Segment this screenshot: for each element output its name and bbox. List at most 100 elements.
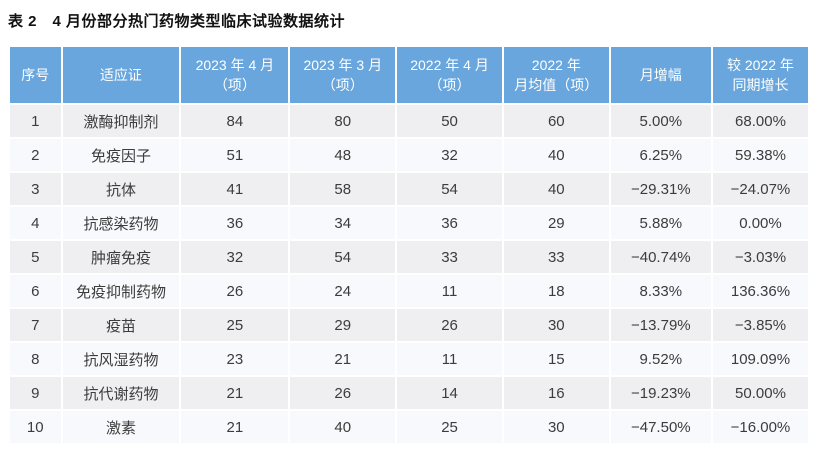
- table-cell: 抗感染药物: [62, 207, 180, 239]
- table-cell: −40.74%: [610, 241, 711, 273]
- column-header-2: 2023 年 4 月 （项）: [181, 47, 289, 103]
- table-cell: 26: [397, 309, 502, 341]
- table-cell: 50.00%: [712, 377, 808, 409]
- table-cell: 0.00%: [712, 207, 808, 239]
- column-header-1: 适应证: [62, 47, 180, 103]
- table-cell: −3.85%: [712, 309, 808, 341]
- table-cell: 51: [181, 139, 289, 171]
- table-cell: 21: [181, 411, 289, 443]
- table-cell: 11: [397, 275, 502, 307]
- table-cell: 54: [397, 173, 502, 205]
- table-cell: 抗风湿药物: [62, 343, 180, 375]
- table-row: 9 抗代谢药物 21 26 14 16 −19.23% 50.00%: [10, 377, 808, 409]
- table-cell: 59.38%: [712, 139, 808, 171]
- table-head: 序号 适应证 2023 年 4 月 （项） 2023 年 3 月 （项） 2022 年 …: [10, 47, 808, 103]
- table-cell: 26: [290, 377, 396, 409]
- table-cell: 24: [290, 275, 396, 307]
- table-cell: 40: [503, 173, 609, 205]
- table-cell: 80: [290, 105, 396, 137]
- table-cell: 15: [503, 343, 609, 375]
- table-row: 10 激素 21 40 25 30 −47.50% −16.00%: [10, 411, 808, 443]
- table-cell: 60: [503, 105, 609, 137]
- table-row: 4 抗感染药物 36 34 36 29 5.88% 0.00%: [10, 207, 808, 239]
- table-cell: 6: [10, 275, 61, 307]
- table-row: 2 免疫因子 51 48 32 40 6.25% 59.38%: [10, 139, 808, 171]
- table-row: 7 疫苗 25 29 26 30 −13.79% −3.85%: [10, 309, 808, 341]
- table-cell: 5.00%: [610, 105, 711, 137]
- table-cell: 54: [290, 241, 396, 273]
- table-header-row: 序号 适应证 2023 年 4 月 （项） 2023 年 3 月 （项） 2022 年 …: [10, 47, 808, 103]
- table-cell: 10: [10, 411, 61, 443]
- table-cell: −24.07%: [712, 173, 808, 205]
- table-cell: 11: [397, 343, 502, 375]
- table-cell: 14: [397, 377, 502, 409]
- table-cell: 疫苗: [62, 309, 180, 341]
- table-cell: 29: [290, 309, 396, 341]
- column-header-3: 2023 年 3 月 （项）: [290, 47, 396, 103]
- table-cell: 8.33%: [610, 275, 711, 307]
- table-cell: 48: [290, 139, 396, 171]
- table-row: 6 免疫抑制药物 26 24 11 18 8.33% 136.36%: [10, 275, 808, 307]
- table-cell: 4: [10, 207, 61, 239]
- table-cell: 33: [503, 241, 609, 273]
- table-cell: 30: [503, 309, 609, 341]
- table-cell: 3: [10, 173, 61, 205]
- table-cell: −29.31%: [610, 173, 711, 205]
- table-cell: 36: [397, 207, 502, 239]
- table-cell: −13.79%: [610, 309, 711, 341]
- clinical-trials-data-table: 序号 适应证 2023 年 4 月 （项） 2023 年 3 月 （项） 2022 年 …: [8, 45, 810, 445]
- table-cell: 21: [290, 343, 396, 375]
- table-cell: 21: [181, 377, 289, 409]
- column-header-7: 较 2022 年 同期增长: [712, 47, 808, 103]
- table-cell: 25: [181, 309, 289, 341]
- column-header-4: 2022 年 4 月 （项）: [397, 47, 502, 103]
- table-cell: 136.36%: [712, 275, 808, 307]
- column-header-5: 2022 年 月均值（项）: [503, 47, 609, 103]
- table-cell: 68.00%: [712, 105, 808, 137]
- table-cell: 7: [10, 309, 61, 341]
- table-cell: −19.23%: [610, 377, 711, 409]
- table-cell: 34: [290, 207, 396, 239]
- table-cell: 9.52%: [610, 343, 711, 375]
- table-cell: 109.09%: [712, 343, 808, 375]
- table-cell: 41: [181, 173, 289, 205]
- table-cell: 抗体: [62, 173, 180, 205]
- table-cell: 激素: [62, 411, 180, 443]
- table-cell: 36: [181, 207, 289, 239]
- table-cell: 32: [181, 241, 289, 273]
- table-cell: 30: [503, 411, 609, 443]
- table-cell: 1: [10, 105, 61, 137]
- table-cell: 8: [10, 343, 61, 375]
- table-title: 表 2 4 月份部分热门药物类型临床试验数据统计: [8, 13, 346, 30]
- column-header-0: 序号: [10, 47, 61, 103]
- table-cell: 免疫因子: [62, 139, 180, 171]
- table-cell: 18: [503, 275, 609, 307]
- table-cell: 5.88%: [610, 207, 711, 239]
- table-cell: 26: [181, 275, 289, 307]
- table-cell: 25: [397, 411, 502, 443]
- table-cell: 23: [181, 343, 289, 375]
- table-cell: −3.03%: [712, 241, 808, 273]
- table-cell: 33: [397, 241, 502, 273]
- table-cell: 免疫抑制药物: [62, 275, 180, 307]
- table-row: 3 抗体 41 58 54 40 −29.31% −24.07%: [10, 173, 808, 205]
- table-cell: 29: [503, 207, 609, 239]
- table-row: 5 肿瘤免疫 32 54 33 33 −40.74% −3.03%: [10, 241, 808, 273]
- table-cell: 84: [181, 105, 289, 137]
- table-body: 1 激酶抑制剂 84 80 50 60 5.00% 68.00% 2 免疫因子 51 48 32 40 6.…: [10, 105, 808, 443]
- table-cell: 激酶抑制剂: [62, 105, 180, 137]
- table-cell: 5: [10, 241, 61, 273]
- table-cell: −16.00%: [712, 411, 808, 443]
- table-row: 8 抗风湿药物 23 21 11 15 9.52% 109.09%: [10, 343, 808, 375]
- table-cell: 40: [290, 411, 396, 443]
- table-cell: 6.25%: [610, 139, 711, 171]
- table-cell: 2: [10, 139, 61, 171]
- table-cell: 58: [290, 173, 396, 205]
- table-row: 1 激酶抑制剂 84 80 50 60 5.00% 68.00%: [10, 105, 808, 137]
- table-cell: 9: [10, 377, 61, 409]
- table-cell: 50: [397, 105, 502, 137]
- column-header-6: 月增幅: [610, 47, 711, 103]
- table-cell: −47.50%: [610, 411, 711, 443]
- table-cell: 40: [503, 139, 609, 171]
